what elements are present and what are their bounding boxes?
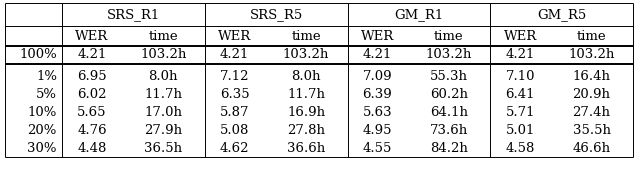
Text: 103.2h: 103.2h [140,48,186,61]
Text: 36.5h: 36.5h [144,141,182,154]
Text: 6.35: 6.35 [220,87,250,100]
Text: WER: WER [218,29,252,42]
Text: 4.62: 4.62 [220,141,250,154]
Text: 5.63: 5.63 [363,106,392,119]
Text: WER: WER [504,29,537,42]
Text: 16.4h: 16.4h [573,69,611,82]
Text: 8.0h: 8.0h [291,69,321,82]
Text: time: time [577,29,607,42]
Text: 5.08: 5.08 [220,124,250,137]
Text: 5%: 5% [36,87,57,100]
Text: 1%: 1% [36,69,57,82]
Text: WER: WER [76,29,109,42]
Text: 55.3h: 55.3h [430,69,468,82]
Text: 6.02: 6.02 [77,87,107,100]
Text: 11.7h: 11.7h [145,87,182,100]
Text: 4.95: 4.95 [363,124,392,137]
Text: 4.21: 4.21 [363,48,392,61]
Text: 20%: 20% [28,124,57,137]
Text: 16.9h: 16.9h [287,106,325,119]
Text: 11.7h: 11.7h [287,87,325,100]
Text: 4.48: 4.48 [77,141,107,154]
Text: 100%: 100% [19,48,57,61]
Text: WER: WER [361,29,394,42]
Text: 17.0h: 17.0h [145,106,182,119]
Text: 7.09: 7.09 [363,69,392,82]
Text: GM_R1: GM_R1 [394,8,444,21]
Text: 7.10: 7.10 [506,69,535,82]
Text: 46.6h: 46.6h [573,141,611,154]
Text: 4.76: 4.76 [77,124,107,137]
Text: 5.65: 5.65 [77,106,107,119]
Text: 4.55: 4.55 [363,141,392,154]
Text: 5.71: 5.71 [506,106,535,119]
Text: GM_R5: GM_R5 [537,8,586,21]
Text: 27.9h: 27.9h [144,124,182,137]
Text: 73.6h: 73.6h [429,124,468,137]
Text: 103.2h: 103.2h [568,48,615,61]
Text: 60.2h: 60.2h [430,87,468,100]
Text: 4.21: 4.21 [506,48,535,61]
Text: 36.6h: 36.6h [287,141,325,154]
Text: 6.95: 6.95 [77,69,107,82]
Text: 6.41: 6.41 [506,87,535,100]
Text: 4.21: 4.21 [77,48,107,61]
Text: 10%: 10% [28,106,57,119]
Text: 5.01: 5.01 [506,124,535,137]
Text: 27.4h: 27.4h [573,106,611,119]
Text: time: time [148,29,178,42]
Text: 20.9h: 20.9h [573,87,611,100]
Text: 30%: 30% [28,141,57,154]
Text: 6.39: 6.39 [363,87,392,100]
Text: 27.8h: 27.8h [287,124,325,137]
Text: 4.21: 4.21 [220,48,250,61]
Text: time: time [291,29,321,42]
Text: 8.0h: 8.0h [148,69,178,82]
Text: 84.2h: 84.2h [430,141,468,154]
Text: 103.2h: 103.2h [426,48,472,61]
Text: 35.5h: 35.5h [573,124,611,137]
Text: 4.58: 4.58 [506,141,535,154]
Text: 103.2h: 103.2h [283,48,330,61]
Text: 7.12: 7.12 [220,69,250,82]
Text: 5.87: 5.87 [220,106,250,119]
Text: SRS_R1: SRS_R1 [107,8,160,21]
Text: SRS_R5: SRS_R5 [250,8,303,21]
Text: time: time [434,29,463,42]
Text: 64.1h: 64.1h [430,106,468,119]
